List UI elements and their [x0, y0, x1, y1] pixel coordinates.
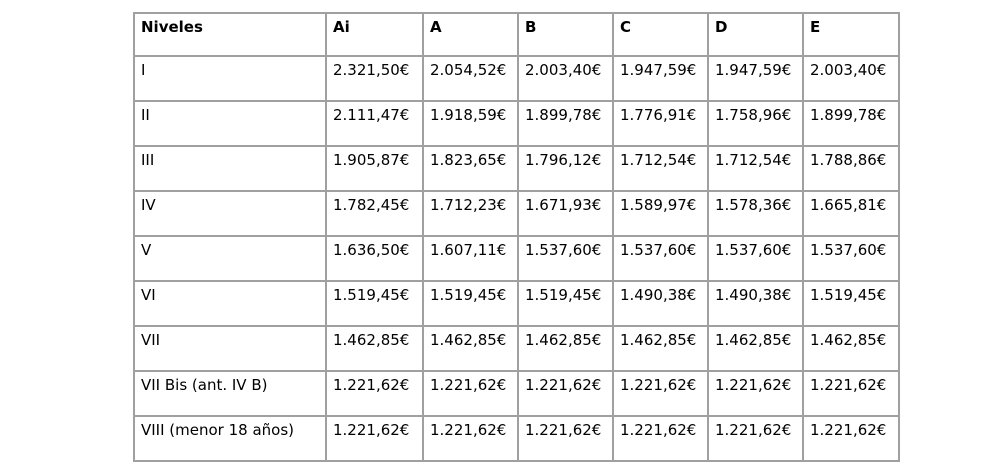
salary-value: 1.519,45€	[517, 280, 614, 327]
salary-value: 1.462,85€	[517, 325, 614, 372]
salary-value: 1.537,60€	[517, 235, 614, 282]
table-row-level-iv: IV 1.782,45€ 1.712,23€ 1.671,93€ 1.589,9…	[133, 190, 900, 237]
salary-value: 1.519,45€	[802, 280, 900, 327]
salary-value: 1.221,62€	[325, 370, 424, 417]
column-header-b: B	[517, 12, 614, 57]
salary-value: 1.712,54€	[612, 145, 709, 192]
salary-value: 2.111,47€	[325, 100, 424, 147]
row-label: IV	[133, 190, 327, 237]
salary-value: 1.578,36€	[707, 190, 804, 237]
table-row-level-viii: VIII (menor 18 años) 1.221,62€ 1.221,62€…	[133, 415, 900, 462]
salary-value: 1.758,96€	[707, 100, 804, 147]
salary-value: 1.490,38€	[707, 280, 804, 327]
row-label: III	[133, 145, 327, 192]
table-row-level-i: I 2.321,50€ 2.054,52€ 2.003,40€ 1.947,59…	[133, 55, 900, 102]
salary-value: 1.462,85€	[802, 325, 900, 372]
column-header-e: E	[802, 12, 900, 57]
salary-value: 1.823,65€	[422, 145, 519, 192]
table-header-row: Niveles Ai A B C D E	[133, 12, 900, 57]
salary-value: 1.519,45€	[422, 280, 519, 327]
row-label: VIII (menor 18 años)	[133, 415, 327, 462]
salary-value: 1.589,97€	[612, 190, 709, 237]
salary-value: 1.221,62€	[517, 370, 614, 417]
salary-value: 1.221,62€	[325, 415, 424, 462]
table-row-level-vii-bis: VII Bis (ant. IV B) 1.221,62€ 1.221,62€ …	[133, 370, 900, 417]
salary-value: 1.537,60€	[802, 235, 900, 282]
salary-value: 1.782,45€	[325, 190, 424, 237]
salary-value: 1.918,59€	[422, 100, 519, 147]
row-label: VII Bis (ant. IV B)	[133, 370, 327, 417]
column-header-d: D	[707, 12, 804, 57]
row-label: V	[133, 235, 327, 282]
column-header-c: C	[612, 12, 709, 57]
salary-value: 1.607,11€	[422, 235, 519, 282]
table-row-level-vii: VII 1.462,85€ 1.462,85€ 1.462,85€ 1.462,…	[133, 325, 900, 372]
salary-value: 1.788,86€	[802, 145, 900, 192]
table-row-level-ii: II 2.111,47€ 1.918,59€ 1.899,78€ 1.776,9…	[133, 100, 900, 147]
salary-value: 1.712,23€	[422, 190, 519, 237]
row-label: VII	[133, 325, 327, 372]
salary-value: 1.490,38€	[612, 280, 709, 327]
salary-value: 2.003,40€	[517, 55, 614, 102]
salary-value: 2.321,50€	[325, 55, 424, 102]
salary-value: 1.221,62€	[612, 370, 709, 417]
table-row-level-iii: III 1.905,87€ 1.823,65€ 1.796,12€ 1.712,…	[133, 145, 900, 192]
salary-value: 1.221,62€	[802, 415, 900, 462]
salary-levels-table: Niveles Ai A B C D E I 2.321,50€ 2.054,5…	[133, 12, 900, 462]
row-label: VI	[133, 280, 327, 327]
salary-value: 1.537,60€	[612, 235, 709, 282]
salary-value: 1.462,85€	[707, 325, 804, 372]
salary-value: 1.221,62€	[802, 370, 900, 417]
salary-value: 1.462,85€	[612, 325, 709, 372]
salary-table-container: Niveles Ai A B C D E I 2.321,50€ 2.054,5…	[133, 12, 900, 462]
salary-value: 1.947,59€	[612, 55, 709, 102]
salary-value: 1.221,62€	[422, 370, 519, 417]
salary-value: 2.003,40€	[802, 55, 900, 102]
row-label: I	[133, 55, 327, 102]
salary-value: 1.519,45€	[325, 280, 424, 327]
column-header-ai: Ai	[325, 12, 424, 57]
salary-value: 1.221,62€	[707, 415, 804, 462]
salary-value: 1.776,91€	[612, 100, 709, 147]
table-row-level-vi: VI 1.519,45€ 1.519,45€ 1.519,45€ 1.490,3…	[133, 280, 900, 327]
salary-value: 1.905,87€	[325, 145, 424, 192]
column-header-a: A	[422, 12, 519, 57]
salary-value: 1.665,81€	[802, 190, 900, 237]
salary-value: 1.221,62€	[422, 415, 519, 462]
salary-value: 1.899,78€	[802, 100, 900, 147]
salary-value: 1.671,93€	[517, 190, 614, 237]
salary-value: 1.221,62€	[612, 415, 709, 462]
salary-value: 1.537,60€	[707, 235, 804, 282]
salary-value: 1.221,62€	[517, 415, 614, 462]
salary-value: 1.712,54€	[707, 145, 804, 192]
salary-value: 1.462,85€	[422, 325, 519, 372]
salary-value: 1.947,59€	[707, 55, 804, 102]
row-label: II	[133, 100, 327, 147]
salary-value: 1.462,85€	[325, 325, 424, 372]
salary-value: 1.636,50€	[325, 235, 424, 282]
column-header-niveles: Niveles	[133, 12, 327, 57]
salary-value: 2.054,52€	[422, 55, 519, 102]
salary-value: 1.899,78€	[517, 100, 614, 147]
salary-value: 1.796,12€	[517, 145, 614, 192]
table-row-level-v: V 1.636,50€ 1.607,11€ 1.537,60€ 1.537,60…	[133, 235, 900, 282]
salary-value: 1.221,62€	[707, 370, 804, 417]
